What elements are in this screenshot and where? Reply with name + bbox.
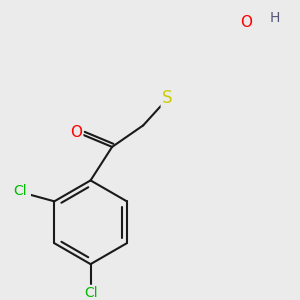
Text: H: H <box>270 11 280 25</box>
Text: S: S <box>162 89 172 107</box>
Text: O: O <box>240 15 252 30</box>
Text: Cl: Cl <box>13 184 26 198</box>
Text: O: O <box>70 125 82 140</box>
Text: Cl: Cl <box>84 286 98 300</box>
